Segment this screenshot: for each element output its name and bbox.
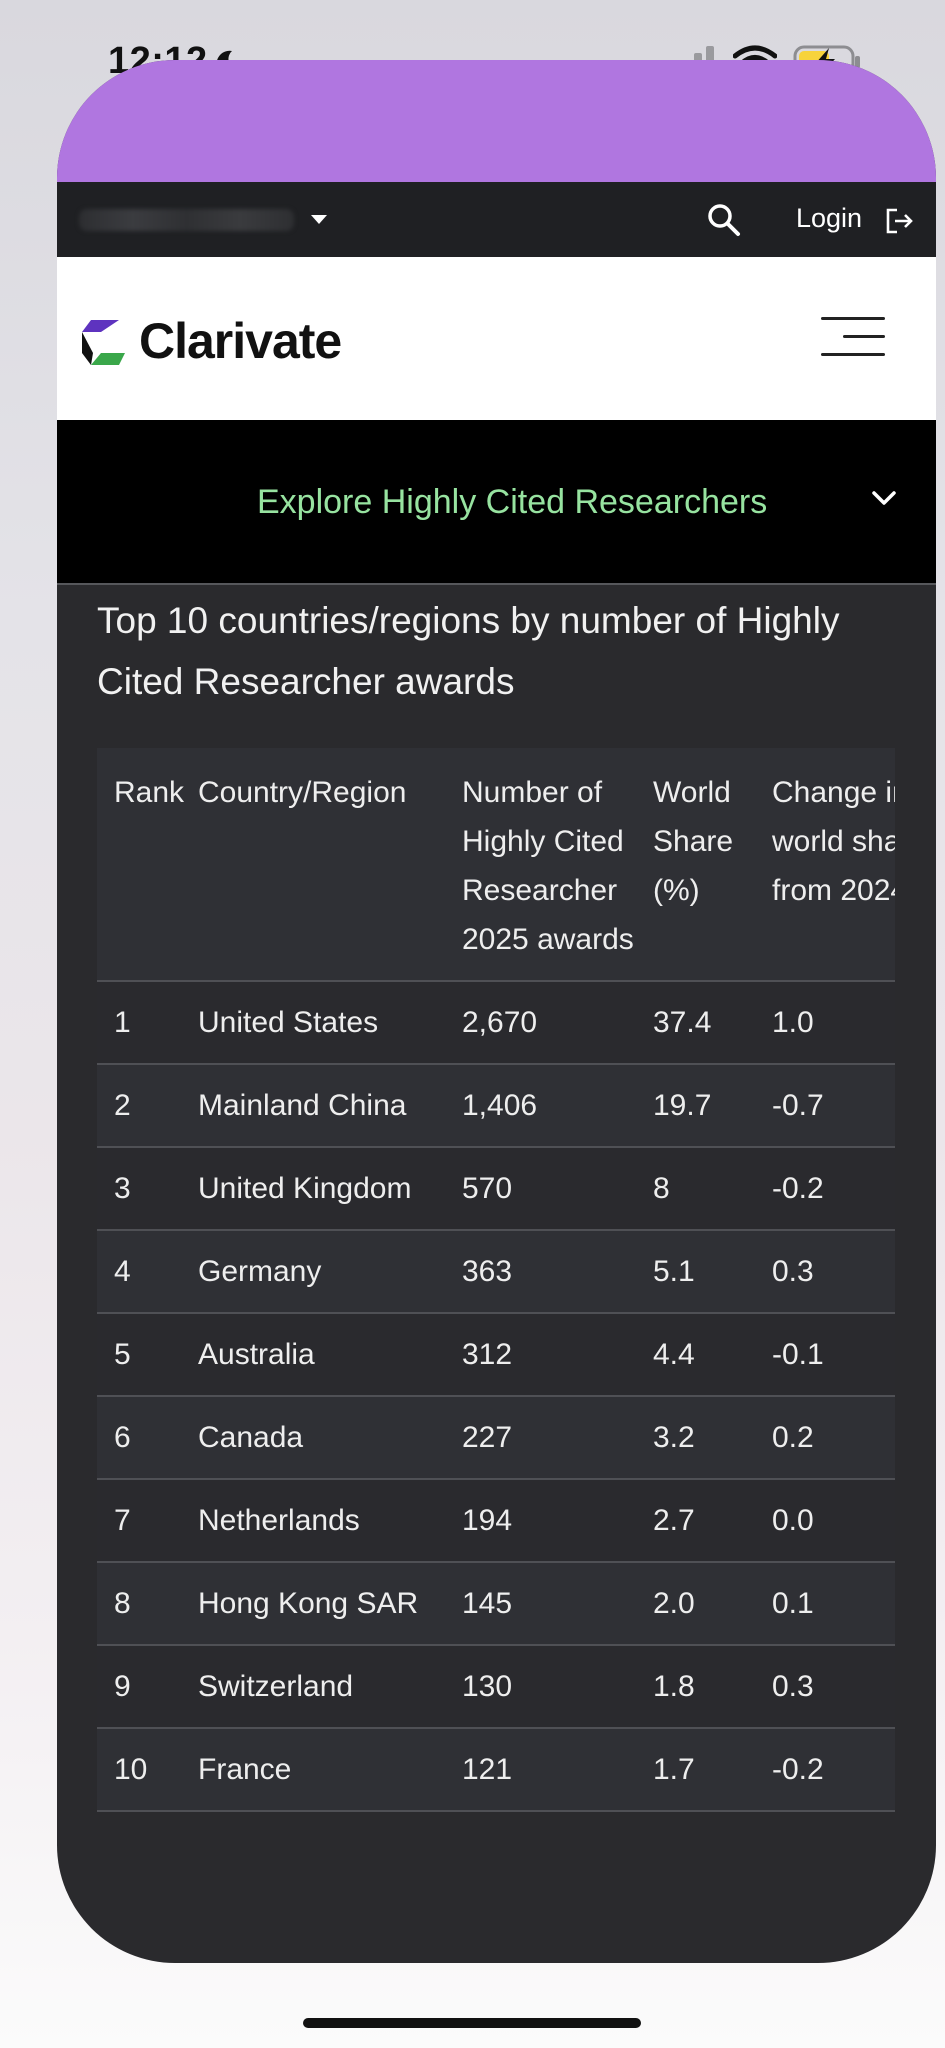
cell-rank: 10 (97, 1728, 198, 1812)
brand-name[interactable]: Clarivate (139, 313, 342, 369)
cell-country: France (198, 1728, 462, 1812)
explore-label[interactable]: Explore Highly Cited Researchers (257, 483, 768, 521)
top-nav-bar: Login (57, 182, 936, 257)
cell-change: -0.2 (772, 1147, 895, 1231)
cell-world-share: 1.7 (653, 1728, 772, 1812)
cell-awards: 1,406 (462, 1064, 653, 1148)
cell-world-share: 1.8 (653, 1645, 772, 1729)
cell-world-share: 19.7 (653, 1064, 772, 1148)
cell-change: 0.2 (772, 1396, 895, 1480)
cell-change: -0.1 (772, 1313, 895, 1397)
cell-rank: 8 (97, 1562, 198, 1646)
cell-world-share: 2.0 (653, 1562, 772, 1646)
table-header-row: Rank Country/Region Number of Highly Cit… (97, 748, 895, 982)
column-header-change: Change in world share from 2024 (772, 748, 895, 982)
table-row: 2 Mainland China 1,406 19.7 -0.7 (97, 1064, 895, 1148)
home-indicator[interactable] (303, 2018, 641, 2028)
table-row: 10 France 121 1.7 -0.2 (97, 1728, 895, 1812)
rankings-table-container[interactable]: Rank Country/Region Number of Highly Cit… (97, 748, 895, 1812)
cell-awards: 227 (462, 1396, 653, 1480)
search-icon[interactable] (706, 202, 742, 238)
cell-world-share: 4.4 (653, 1313, 772, 1397)
cell-rank: 6 (97, 1396, 198, 1480)
section-title: Top 10 countries/regions by number of Hi… (97, 600, 840, 702)
cell-awards: 194 (462, 1479, 653, 1563)
cell-country: Australia (198, 1313, 462, 1397)
table-row: 1 United States 2,670 37.4 1.0 (97, 981, 895, 1065)
column-header-rank: Rank (97, 748, 198, 982)
cell-country: United States (198, 981, 462, 1065)
site-header: Clarivate (57, 257, 936, 420)
cell-country: Hong Kong SAR (198, 1562, 462, 1646)
cell-rank: 7 (97, 1479, 198, 1563)
cell-world-share: 3.2 (653, 1396, 772, 1480)
column-header-world-share: World Share (%) (653, 748, 772, 982)
cell-rank: 3 (97, 1147, 198, 1231)
cell-change: 0.3 (772, 1230, 895, 1314)
cell-awards: 145 (462, 1562, 653, 1646)
cell-world-share: 37.4 (653, 981, 772, 1065)
cell-awards: 2,670 (462, 981, 653, 1065)
logout-icon[interactable] (884, 206, 916, 236)
cell-awards: 312 (462, 1313, 653, 1397)
column-header-awards: Number of Highly Cited Researcher 2025 a… (462, 748, 653, 982)
caret-down-icon[interactable] (311, 215, 327, 224)
table-row: 6 Canada 227 3.2 0.2 (97, 1396, 895, 1480)
cell-country: Mainland China (198, 1064, 462, 1148)
table-row: 4 Germany 363 5.1 0.3 (97, 1230, 895, 1314)
cell-world-share: 8 (653, 1147, 772, 1231)
column-header-country: Country/Region (198, 748, 462, 982)
table-row: 5 Australia 312 4.4 -0.1 (97, 1313, 895, 1397)
table-row: 9 Switzerland 130 1.8 0.3 (97, 1645, 895, 1729)
cell-awards: 363 (462, 1230, 653, 1314)
cell-world-share: 2.7 (653, 1479, 772, 1563)
clarivate-logo-icon[interactable] (79, 317, 127, 367)
cell-change: 0.3 (772, 1645, 895, 1729)
cell-awards: 121 (462, 1728, 653, 1812)
device-screen: Login Clarivate Explore Highly Cited Res… (57, 60, 936, 1963)
chevron-down-icon[interactable] (871, 488, 897, 508)
cell-rank: 1 (97, 981, 198, 1065)
login-link[interactable]: Login (796, 203, 863, 233)
hamburger-menu-icon[interactable] (821, 317, 885, 357)
cell-country: Netherlands (198, 1479, 462, 1563)
cell-country: United Kingdom (198, 1147, 462, 1231)
cell-country: Switzerland (198, 1645, 462, 1729)
blurred-site-selector[interactable] (79, 209, 294, 231)
table-row: 7 Netherlands 194 2.7 0.0 (97, 1479, 895, 1563)
cell-world-share: 5.1 (653, 1230, 772, 1314)
cell-rank: 4 (97, 1230, 198, 1314)
cell-awards: 570 (462, 1147, 653, 1231)
cell-rank: 5 (97, 1313, 198, 1397)
explore-dropdown[interactable]: Explore Highly Cited Researchers (57, 420, 936, 585)
cell-rank: 9 (97, 1645, 198, 1729)
cell-change: -0.7 (772, 1064, 895, 1148)
cell-change: 0.1 (772, 1562, 895, 1646)
table-row: 3 United Kingdom 570 8 -0.2 (97, 1147, 895, 1231)
cell-rank: 2 (97, 1064, 198, 1148)
cell-country: Canada (198, 1396, 462, 1480)
cell-country: Germany (198, 1230, 462, 1314)
rankings-table: Rank Country/Region Number of Highly Cit… (97, 748, 895, 1812)
cell-awards: 130 (462, 1645, 653, 1729)
cell-change: 0.0 (772, 1479, 895, 1563)
purple-header-band (57, 60, 936, 182)
table-row: 8 Hong Kong SAR 145 2.0 0.1 (97, 1562, 895, 1646)
cell-change: 1.0 (772, 981, 895, 1065)
cell-change: -0.2 (772, 1728, 895, 1812)
